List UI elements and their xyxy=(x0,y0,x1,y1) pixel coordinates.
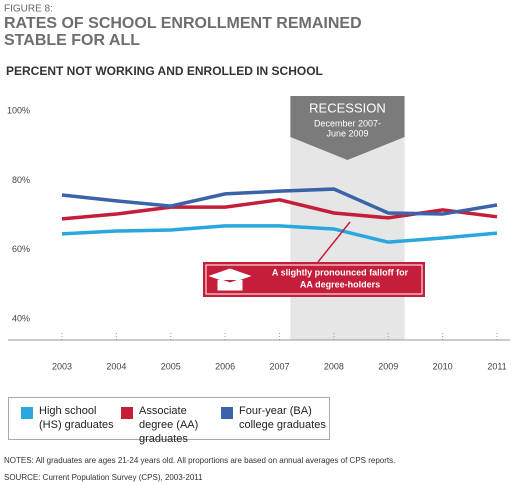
legend-swatch xyxy=(21,407,33,419)
y-tick-label: 80% xyxy=(12,175,30,185)
x-tick-label: 2007 xyxy=(269,361,289,371)
grad-cap-icon xyxy=(208,268,252,291)
annotation-text: AA degree-holders xyxy=(300,279,380,289)
x-tick-label: 2003 xyxy=(52,361,72,371)
legend: High school (HS) graduates Associate degr… xyxy=(8,397,330,445)
x-tick-label: 2009 xyxy=(378,361,398,371)
x-tick-label: 2008 xyxy=(324,361,344,371)
legend-label: Associate degree (AA) graduates xyxy=(139,405,199,445)
y-tick-label: 100% xyxy=(7,105,30,115)
x-tick-label: 2005 xyxy=(161,361,181,371)
legend-swatch xyxy=(121,407,133,419)
source: SOURCE: Current Population Survey (CPS),… xyxy=(4,473,203,482)
x-tick-label: 2004 xyxy=(106,361,126,371)
legend-label: Four-year (BA) college graduates xyxy=(239,405,326,431)
annotation-text: A slightly pronounced falloff for xyxy=(272,267,409,277)
series-line xyxy=(61,224,498,244)
x-tick-label: 2011 xyxy=(487,361,506,371)
recession-dates: June 2009 xyxy=(326,128,368,138)
recession-dates: December 2007- xyxy=(314,118,381,128)
annotation-inner xyxy=(205,264,423,295)
chart-title: RATES OF SCHOOL ENROLLMENT REMAINED xyxy=(4,15,362,32)
chart-subtitle: PERCENT NOT WORKING AND ENROLLED IN SCHO… xyxy=(6,64,323,78)
y-tick-label: 40% xyxy=(12,314,30,324)
legend-swatch xyxy=(221,407,233,419)
annotation-pointer xyxy=(317,221,351,263)
recession-label: RECESSION xyxy=(309,100,386,115)
series-line xyxy=(61,187,498,216)
x-tick-label: 2010 xyxy=(433,361,453,371)
chart-title: STABLE FOR ALL xyxy=(4,32,140,49)
x-tick-label: 2006 xyxy=(215,361,235,371)
y-tick-label: 60% xyxy=(12,244,30,254)
notes: NOTES: All graduates are ages 21-24 year… xyxy=(4,456,395,465)
legend-label: High school (HS) graduates xyxy=(39,405,114,431)
recession-header xyxy=(290,96,405,160)
figure-label: FIGURE 8: xyxy=(4,4,53,15)
